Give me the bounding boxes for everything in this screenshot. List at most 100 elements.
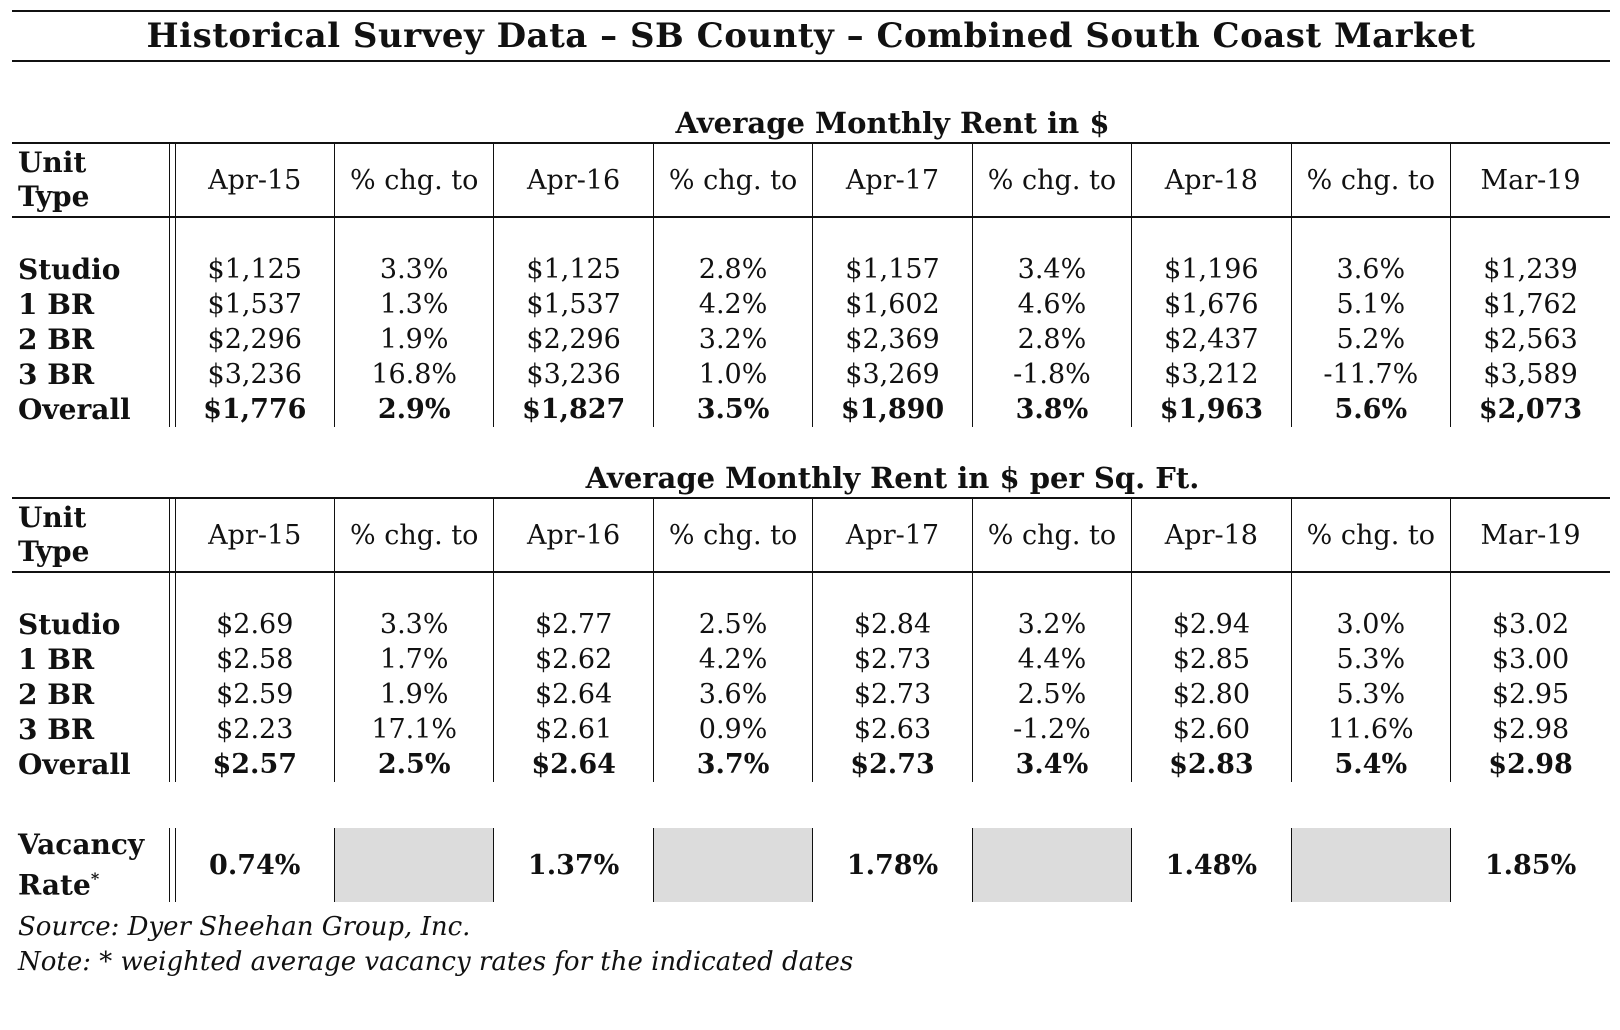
column-header: Apr-15 — [175, 498, 335, 573]
table-cell: $1,537 — [493, 287, 654, 322]
rent-sqft-section-caption: Average Monthly Rent in $ per Sq. Ft. — [585, 461, 1200, 495]
table-cell: 3.3% — [334, 607, 495, 642]
table-row-2-br: 2 BR $2,296 1.9% $2,296 3.2% $2,369 2.8% $2,437… — [12, 322, 1610, 357]
table-cell: $2.23 — [175, 712, 335, 747]
table-cell: $1,239 — [1483, 254, 1578, 285]
table-cell: 3.6% — [653, 677, 814, 712]
vacancy-rate-value: 1.37% — [493, 819, 654, 911]
table-cell: $2.83 — [1131, 747, 1292, 782]
double-rule — [168, 217, 176, 252]
vacancy-label-line: Vacancy — [18, 828, 145, 861]
table-cell: $2.80 — [1131, 677, 1292, 712]
table-cell: $2.85 — [1131, 642, 1292, 677]
unit-type-label: 3 BR — [18, 358, 95, 391]
table-cell: 16.8% — [334, 357, 495, 392]
table-cell: $1,196 — [1131, 252, 1292, 287]
document-title: Historical Survey Data – SB County – Com… — [12, 10, 1610, 62]
table-cell: 3.4% — [972, 747, 1133, 782]
shaded-empty-cell — [334, 819, 495, 911]
rent-table: Unit Type Apr-15% chg. to Apr-16% chg. to Ap… — [12, 142, 1610, 427]
spacer-cell — [972, 572, 1133, 607]
table-cell: $2.58 — [175, 642, 335, 677]
table-cell: $2,073 — [1478, 394, 1583, 425]
table-cell: $2,296 — [493, 322, 654, 357]
table-cell: 3.5% — [653, 392, 814, 427]
table-cell: $2.77 — [493, 607, 654, 642]
table-cell: $3,269 — [812, 357, 973, 392]
table-cell: 3.4% — [972, 252, 1133, 287]
shaded-empty-cell — [972, 819, 1133, 911]
table-cell: $1,762 — [1483, 289, 1578, 320]
table-cell: 2.5% — [653, 607, 814, 642]
spacer-cell — [1451, 217, 1610, 252]
column-header: % chg. to — [334, 143, 495, 218]
table-cell: $2.61 — [493, 712, 654, 747]
column-header: Apr-18 — [1131, 143, 1292, 218]
table-cell: 2.9% — [334, 392, 495, 427]
double-rule — [168, 498, 176, 573]
spacer-cell — [812, 217, 973, 252]
vacancy-label-line: Rate — [18, 868, 91, 902]
table-cell: 1.7% — [334, 642, 495, 677]
table-cell: $2.98 — [1488, 749, 1573, 780]
table-cell: 5.6% — [1291, 392, 1452, 427]
unit-type-header-text: Type — [18, 535, 90, 568]
unit-type-label: Overall — [18, 393, 131, 426]
table-cell: $3,236 — [493, 357, 654, 392]
table-cell: $2.64 — [493, 677, 654, 712]
table-cell: $2.69 — [175, 607, 335, 642]
double-rule — [168, 357, 176, 392]
double-rule — [168, 392, 176, 427]
unit-type-header: Unit Type — [12, 498, 170, 573]
table-cell: -1.2% — [972, 712, 1133, 747]
table-cell: $2.64 — [493, 747, 654, 782]
table-row-studio: Studio $1,125 3.3% $1,125 2.8% $1,157 3.4% $1,1… — [12, 252, 1610, 287]
unit-type-label: Studio — [18, 253, 121, 286]
column-header: % chg. to — [1291, 498, 1452, 573]
spacer-cell — [493, 217, 654, 252]
table-cell: 5.1% — [1291, 287, 1452, 322]
footnotes: Source: Dyer Sheehan Group, Inc. Note: *… — [12, 910, 1610, 980]
table-cell: 1.3% — [334, 287, 495, 322]
spacer-cell — [1451, 572, 1610, 607]
spacer-cell — [175, 217, 335, 252]
table-cell: 3.8% — [972, 392, 1133, 427]
table-cell: 17.1% — [334, 712, 495, 747]
column-header: Mar-19 — [1450, 143, 1610, 218]
double-rule — [168, 747, 176, 782]
spacer-cell — [653, 217, 814, 252]
double-rule — [168, 607, 176, 642]
source-note: Source: Dyer Sheehan Group, Inc. — [18, 912, 471, 943]
vacancy-rate-value: 0.74% — [175, 819, 335, 911]
vacancy-rate-value: 1.78% — [812, 819, 973, 911]
survey-document: Historical Survey Data – SB County – Com… — [12, 10, 1610, 980]
table-cell: 3.2% — [653, 322, 814, 357]
table-cell: $1,537 — [175, 287, 335, 322]
table-cell: $2,563 — [1483, 324, 1578, 355]
table-row-studio: Studio $2.69 3.3% $2.77 2.5% $2.84 3.2% $2.94 3.… — [12, 607, 1610, 642]
table-cell: 5.4% — [1291, 747, 1452, 782]
spacer-cell — [1131, 217, 1292, 252]
table-cell: $3.02 — [1491, 609, 1570, 640]
unit-type-header-text: Unit — [18, 501, 87, 534]
table-cell: $3.00 — [1491, 644, 1570, 675]
spacer-cell — [334, 572, 495, 607]
spacer-cell — [653, 572, 814, 607]
table-cell: $2.73 — [812, 677, 973, 712]
table-cell: 5.3% — [1291, 677, 1452, 712]
double-rule — [168, 642, 176, 677]
rent-section-caption: Average Monthly Rent in $ — [675, 106, 1110, 140]
table-cell: $2.94 — [1131, 607, 1292, 642]
table-cell: 1.0% — [653, 357, 814, 392]
table-row-2-br: 2 BR $2.59 1.9% $2.64 3.6% $2.73 2.5% $2.80 5.3%… — [12, 677, 1610, 712]
table-cell: $2.59 — [175, 677, 335, 712]
shaded-empty-cell — [653, 819, 814, 911]
table-cell: $3,589 — [1483, 359, 1578, 390]
table-cell: 5.2% — [1291, 322, 1452, 357]
spacer-cell — [12, 572, 169, 607]
table-row-overall: Overall $1,776 2.9% $1,827 3.5% $1,890 3.8% $1,… — [12, 392, 1610, 427]
spacer-cell — [812, 572, 973, 607]
vacancy-row: Vacancy Rate* 0.74% 1.37% 1.78% 1.48% 1.85% — [12, 819, 1610, 911]
unit-type-label: 3 BR — [18, 713, 95, 746]
spacer-row — [12, 217, 1610, 252]
